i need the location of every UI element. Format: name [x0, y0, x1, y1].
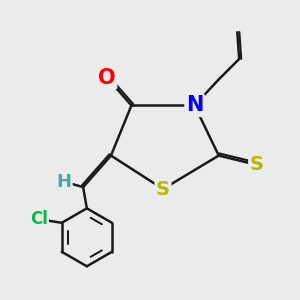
Text: S: S: [156, 179, 170, 199]
Text: S: S: [250, 155, 264, 174]
Text: O: O: [98, 68, 116, 88]
Text: Cl: Cl: [30, 210, 48, 228]
Text: H: H: [56, 172, 71, 190]
Text: N: N: [186, 95, 203, 116]
